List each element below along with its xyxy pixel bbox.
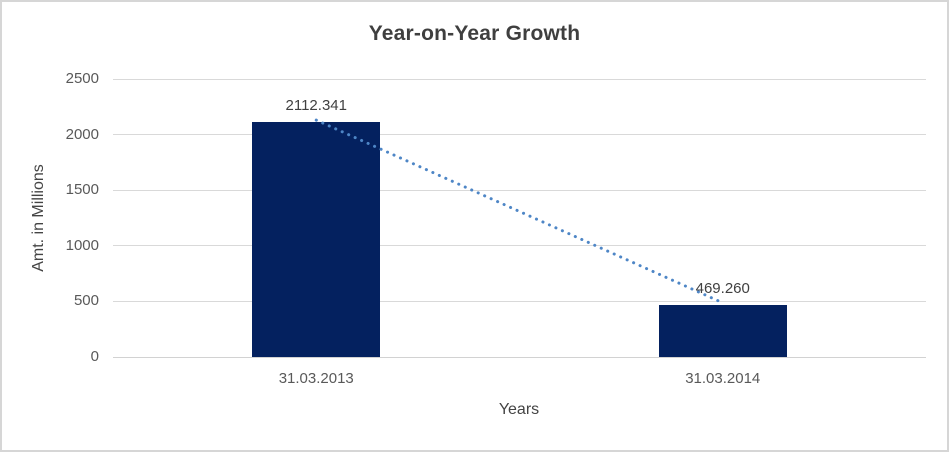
x-axis-title: Years: [498, 401, 540, 418]
data-label: 2112.341: [285, 97, 347, 115]
y-axis-title: Amt. in Millions: [30, 164, 47, 272]
gridline: [113, 245, 926, 247]
chart-title: Year-on-Year Growth: [368, 22, 581, 45]
x-tick-label: 31.03.2014: [685, 370, 761, 387]
bar-31.03.2013: [252, 122, 381, 357]
gridline: [113, 78, 926, 80]
y-tick-label: 2500: [65, 70, 99, 87]
y-tick-label: 0: [90, 348, 99, 365]
bar-31.03.2014: [658, 304, 787, 357]
y-tick-label: 1500: [65, 181, 99, 199]
y-tick-label: 2000: [65, 125, 99, 143]
gridline: [113, 300, 926, 302]
y-tick-label: 1000: [65, 236, 99, 254]
y-tick-label: 500: [73, 292, 99, 310]
x-axis-line: [113, 356, 926, 358]
data-label: 469.260: [695, 279, 750, 297]
gridline: [113, 189, 926, 191]
x-tick-label: 31.03.2013: [278, 370, 354, 387]
gridline: [113, 134, 926, 136]
